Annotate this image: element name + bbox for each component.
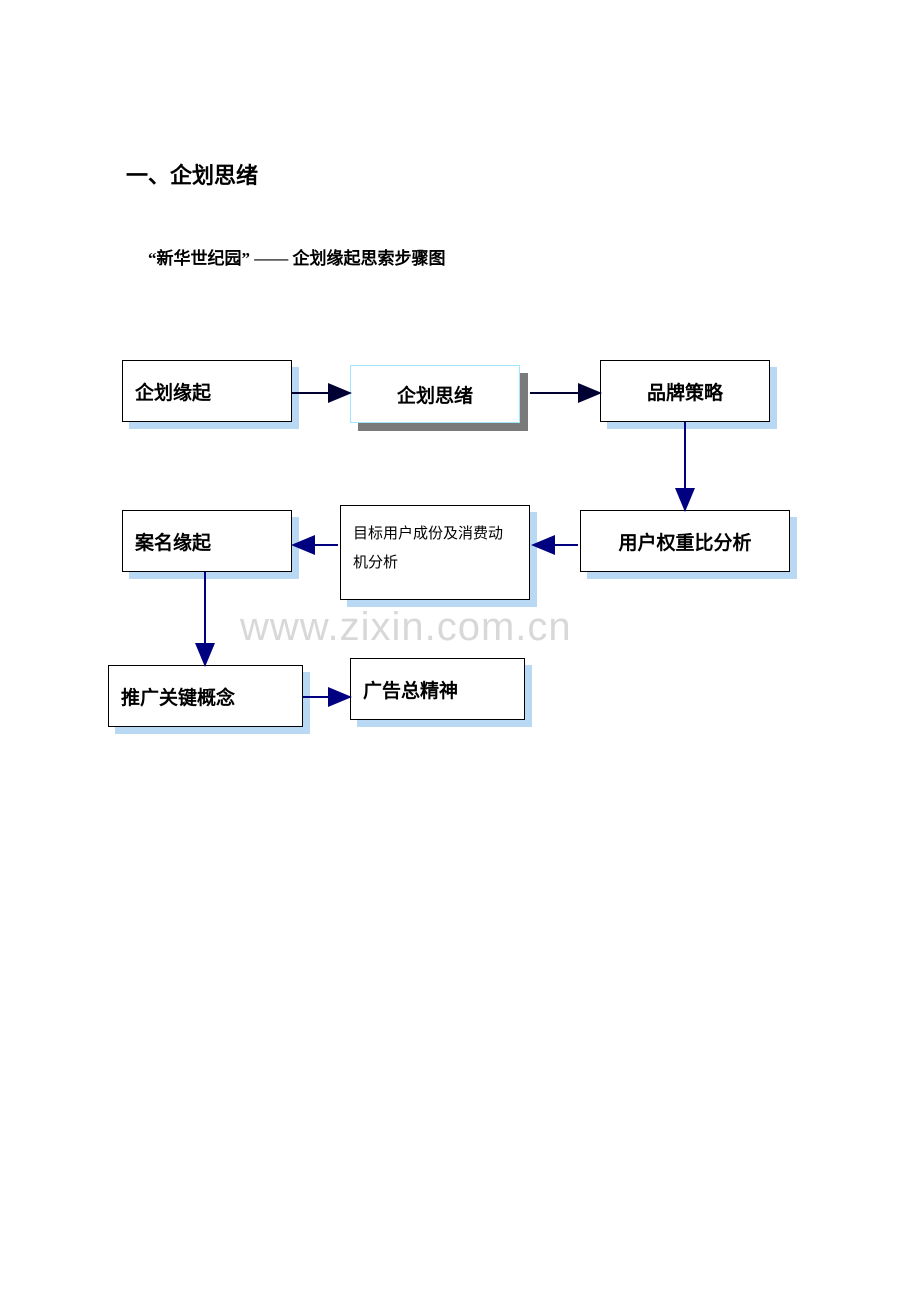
node-label: 推广关键概念 — [121, 683, 235, 710]
node-brand-strategy: 品牌策略 — [600, 360, 770, 422]
subheading-tail: 企划缘起思索步骤图 — [293, 249, 446, 268]
subheading-dash: —— — [250, 249, 293, 268]
node-label: 企划缘起 — [135, 378, 211, 405]
node-ad-spirit: 广告总精神 — [350, 658, 525, 720]
node-target-user-analysis: 目标用户成份及消费动机分析 — [340, 505, 530, 600]
node-promotion-concept: 推广关键概念 — [108, 665, 303, 727]
node-plan-origin: 企划缘起 — [122, 360, 292, 422]
subheading-name: 新华世纪园 — [157, 249, 242, 268]
quote-close: ” — [242, 249, 251, 268]
heading-text: 一、企划思绪 — [126, 163, 258, 188]
node-case-name-origin: 案名缘起 — [122, 510, 292, 572]
node-user-weight-analysis: 用户权重比分析 — [580, 510, 790, 572]
quote-open: “ — [148, 249, 157, 268]
watermark-text: www.zixin.com.cn — [240, 605, 572, 650]
node-label: 广告总精神 — [363, 676, 458, 703]
node-label: 品牌策略 — [647, 378, 723, 405]
node-label: 用户权重比分析 — [618, 528, 751, 555]
node-label: 目标用户成份及消费动机分析 — [353, 520, 517, 577]
flow-arrows — [0, 0, 920, 1302]
section-heading: 一、企划思绪 — [126, 158, 258, 190]
node-label: 案名缘起 — [135, 528, 211, 555]
node-label: 企划思绪 — [397, 381, 473, 408]
node-plan-thought: 企划思绪 — [350, 365, 520, 423]
section-subheading: “新华世纪园” —— 企划缘起思索步骤图 — [148, 244, 446, 269]
watermark-label: www.zixin.com.cn — [240, 605, 572, 649]
